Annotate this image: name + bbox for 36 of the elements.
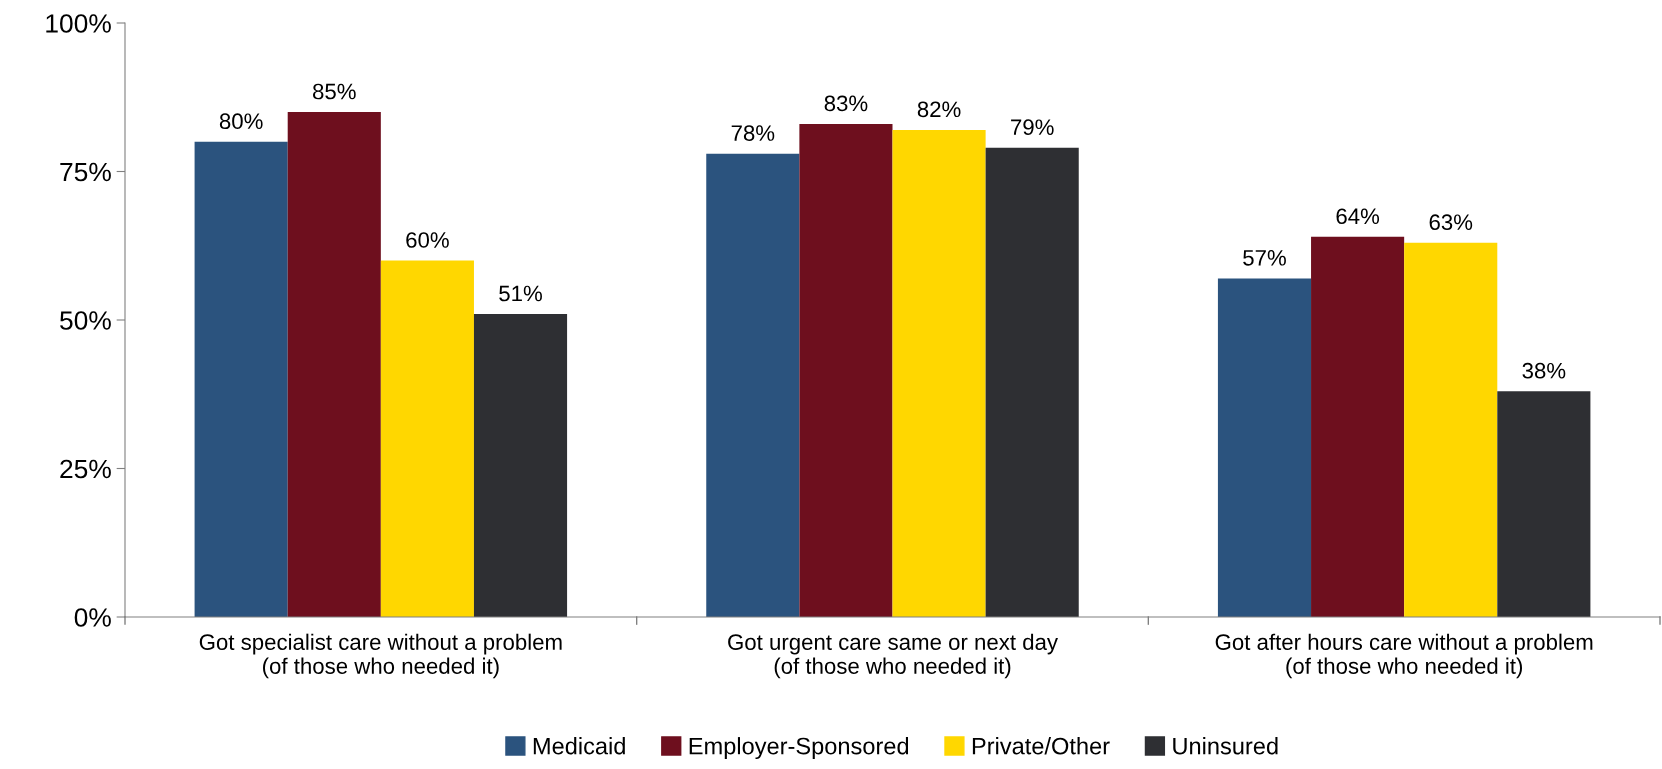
bar: [194, 141, 288, 617]
data-label: 80%: [219, 113, 263, 130]
data-label: 63%: [1429, 214, 1473, 231]
data-label: 83%: [824, 95, 868, 112]
data-label: 60%: [406, 232, 449, 248]
data-label: 57%: [1243, 250, 1286, 266]
bar: [1497, 391, 1591, 617]
y-tick-label: 25%: [60, 459, 111, 479]
bar: [287, 112, 381, 617]
bar: [1217, 278, 1312, 617]
bar: [473, 314, 568, 617]
x-tick-label: Got after hours care without a problem (of those who needed it): [1215, 633, 1593, 679]
bar: [380, 260, 474, 617]
data-label: 79%: [1011, 119, 1054, 136]
data-label: 51%: [499, 285, 542, 302]
y-tick-label: 75%: [60, 162, 111, 182]
bar: [1311, 236, 1405, 617]
data-label: 64%: [1336, 208, 1380, 225]
y-tick-label: 0%: [74, 608, 111, 627]
y-tick-label: 100%: [46, 14, 111, 33]
legend-label: Private/Other: [972, 737, 1110, 755]
legend-label: Medicaid: [533, 737, 625, 755]
bar: [985, 147, 1079, 617]
x-tick-label: Got urgent care same or next day (of those who needed it): [728, 633, 1058, 679]
bar: [799, 123, 893, 617]
data-label: 78%: [731, 125, 775, 141]
bar: [706, 153, 800, 617]
legend-label: Uninsured: [1173, 737, 1278, 755]
data-label: 82%: [917, 101, 961, 118]
bar: [1404, 242, 1498, 617]
data-label: 85%: [313, 83, 356, 100]
bar: [892, 129, 986, 617]
x-tick-label: Got specialist care without a problem (of those who needed it): [199, 633, 562, 679]
y-tick-label: 50%: [60, 311, 111, 330]
legend-label: Employer-Sponsored: [689, 737, 909, 760]
data-label: 38%: [1522, 362, 1566, 379]
